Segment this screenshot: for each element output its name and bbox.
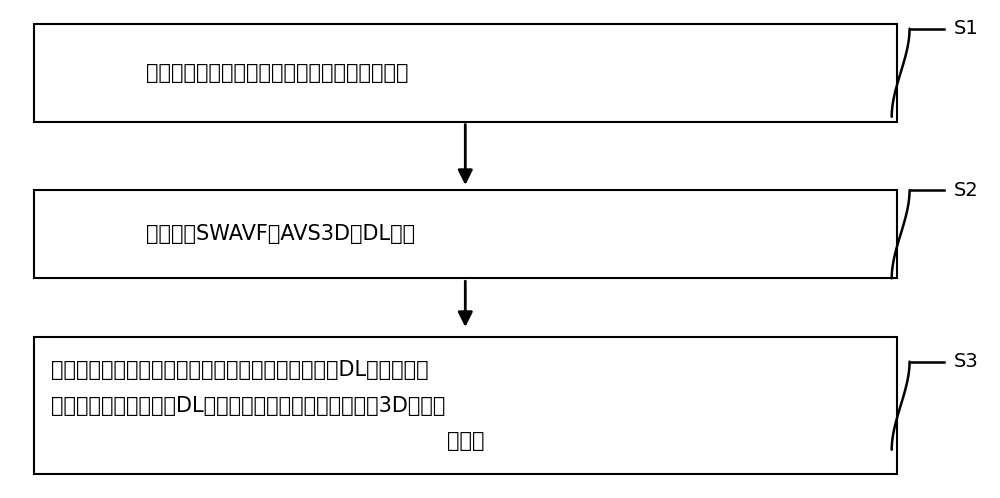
Text: 构建基于SWAVF和AVS3D的DL网络: 构建基于SWAVF和AVS3D的DL网络 [146, 224, 415, 245]
Text: S1: S1 [954, 19, 979, 38]
Text: 提取说话人的音频特征；提取说话人的视觉特征: 提取说话人的音频特征；提取说话人的视觉特征 [146, 63, 409, 83]
Text: 待检测数据至训练后的DL网络，完成结合音频视频信号的3D空间声: 待检测数据至训练后的DL网络，完成结合音频视频信号的3D空间声 [51, 396, 446, 416]
Bar [34, 24, 897, 122]
Bar [34, 190, 897, 278]
Text: S3: S3 [954, 352, 979, 371]
Text: 源定位: 源定位 [447, 431, 484, 451]
Text: 基于所述音频特征和视觉特征的提取结果，训练所述DL网络；输入: 基于所述音频特征和视觉特征的提取结果，训练所述DL网络；输入 [51, 361, 429, 380]
Bar [34, 337, 897, 474]
Text: S2: S2 [954, 181, 979, 200]
